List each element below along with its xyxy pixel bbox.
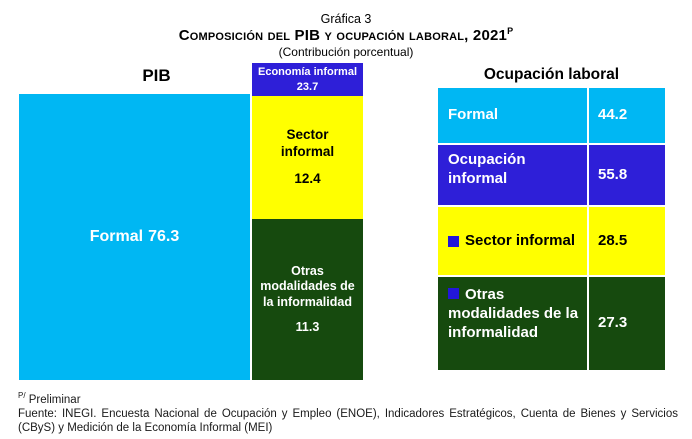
preliminary-superscript: P xyxy=(507,26,514,37)
pib-sector-informal-block: Sector informal 12.4 xyxy=(252,96,363,219)
otras-modalidades-value: 11.3 xyxy=(295,319,320,334)
legend-square-icon xyxy=(448,288,459,299)
table-row-formal-label: Formal xyxy=(438,88,587,143)
row-formal-text: Formal xyxy=(448,106,499,124)
preliminar-text: Preliminar xyxy=(28,393,81,406)
pib-formal-block: Formal 76.3 xyxy=(19,94,250,380)
chart-subtitle: (Contribución porcentual) xyxy=(278,45,414,60)
table-row-formal-value: 44.2 xyxy=(589,88,665,143)
chart-title: Composición del PIB y ocupación laboral,… xyxy=(0,26,692,46)
preliminar-sup: P/ xyxy=(18,391,26,400)
footnotes: P/ Preliminar Fuente: INEGI. Encuesta Na… xyxy=(18,391,678,436)
pib-formal-value: 76.3 xyxy=(148,228,180,245)
sector-informal-label: Sector informal xyxy=(280,127,335,160)
pib-economia-informal-header: Economía informal 23.7 xyxy=(252,63,363,96)
ocupacion-laboral-table: Formal 44.2 Ocupación informal 55.8 Sect… xyxy=(438,88,665,370)
source-note: Fuente: INEGI. Encuesta Nacional de Ocup… xyxy=(18,408,678,434)
title-block: Gráfica 3 Composición del PIB y ocupació… xyxy=(0,12,692,59)
pib-axis-title: PIB xyxy=(142,66,171,85)
sector-informal-value: 12.4 xyxy=(294,170,321,186)
pib-formal-label: Formal xyxy=(89,228,144,245)
chart-title-text: Composición del PIB y ocupación laboral,… xyxy=(178,27,508,45)
preliminar-note: P/ Preliminar xyxy=(18,391,678,407)
legend-square-icon xyxy=(448,235,459,247)
table-row-otras-modalidades-label: Otras modalidades de la informalidad xyxy=(438,277,587,370)
table-row-ocupacion-informal-value: 55.8 xyxy=(589,145,665,205)
table-row-ocupacion-informal-label: Ocupación informal xyxy=(438,145,587,205)
economia-informal-label: Economía informal xyxy=(257,66,358,79)
economia-informal-value: 23.7 xyxy=(296,80,319,93)
table-row-sector-informal-label: Sector informal xyxy=(438,207,587,275)
otras-modalidades-label: Otras modalidades de la informalidad xyxy=(260,263,355,309)
ocupacion-laboral-title: Ocupación laboral xyxy=(483,66,620,83)
table-row-otras-modalidades-value: 27.3 xyxy=(589,277,665,370)
chart-number: Gráfica 3 xyxy=(320,12,372,26)
table-row-sector-informal-value: 28.5 xyxy=(589,207,665,275)
pib-otras-modalidades-block: Otras modalidades de la informalidad 11.… xyxy=(252,219,363,380)
row-ocupacion-informal-text: Ocupación informal xyxy=(448,151,526,187)
row-otras-modalidades-text: Otras modalidades de la informalidad xyxy=(448,286,579,341)
row-sector-informal-text: Sector informal xyxy=(465,231,576,249)
